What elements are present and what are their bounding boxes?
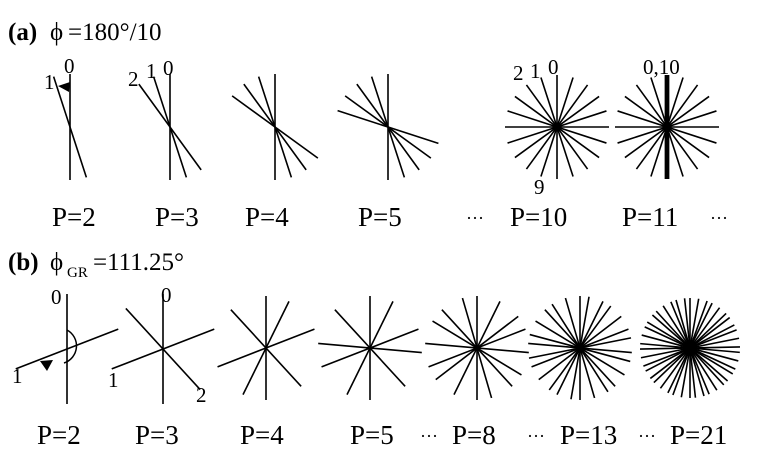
panel-a-ellipsis-2: ··· — [710, 208, 728, 228]
panel-b-line — [15, 328, 119, 370]
panel-a-line — [540, 77, 574, 177]
panel-a-line — [337, 109, 439, 145]
panel-b-phi-subscript: GR — [67, 265, 88, 281]
panel-b-p8-caption: P=8 — [452, 420, 496, 450]
panel-b-p3-caption: P=3 — [135, 420, 179, 450]
panel-a-p3-label-0: 0 — [163, 56, 174, 80]
panel-b-ellipsis-3: ··· — [638, 426, 656, 446]
panel-b-p3-label-1: 1 — [108, 368, 119, 392]
panel-b-p2-caption: P=2 — [37, 420, 81, 450]
panel-b-p13-caption: P=13 — [560, 420, 617, 450]
rotation-arrow-icon — [58, 82, 70, 92]
panel-b-p4-caption: P=4 — [240, 420, 284, 450]
panel-b-line — [644, 326, 736, 370]
panel-b-p5-caption: P=5 — [350, 420, 394, 450]
panel-a-p3-label-1: 1 — [146, 59, 157, 83]
rotation-arrow-icon — [40, 360, 53, 371]
panel-b-line — [242, 301, 290, 395]
panel-a-p11-caption: P=11 — [622, 202, 678, 232]
panel-b-line — [432, 320, 522, 376]
panel-a-diagrams: 0 1 2 1 0 2 1 0 9 0,10 P=2 P=3 P=4 P=5 ·… — [44, 54, 728, 232]
panel-b-phi-symbol: ϕ — [50, 249, 63, 276]
panel-b-line — [125, 307, 201, 391]
panel-a-p5-caption: P=5 — [358, 202, 402, 232]
panel-a-p10-label-0: 0 — [548, 55, 559, 79]
panel-a-p2-label-0: 0 — [64, 54, 75, 78]
panel-a-line — [231, 95, 319, 159]
panel-b-p3-label-2: 2 — [196, 383, 207, 407]
panel-b-phi-value: =111.25° — [93, 249, 184, 276]
panel-b-diagrams: 0 1 0 1 2 P=2 P=3 P=4 P=5 ··· P=8 ··· P=… — [12, 283, 741, 450]
panel-a-label: (a) — [8, 19, 37, 46]
panel-b-line — [318, 342, 422, 354]
panel-b-ellipsis-2: ··· — [527, 426, 545, 446]
panel-b-header: (b) ϕ GR =111.25° — [8, 249, 184, 281]
panel-b-p2-label-0: 0 — [51, 285, 62, 309]
panel-a-p2-label-1: 1 — [44, 70, 55, 94]
panel-a-ellipsis-1: ··· — [466, 208, 484, 228]
panel-b-p3-label-0: 0 — [161, 283, 172, 307]
panel-a-line — [138, 83, 202, 171]
panel-a-p11-label-0-10: 0,10 — [643, 55, 680, 79]
panel-a-phi-value: =180°/10 — [68, 19, 162, 46]
panel-a-p4-caption: P=4 — [245, 202, 289, 232]
panel-a-p3-caption: P=3 — [155, 202, 199, 232]
panel-a-phi-symbol: ϕ — [50, 19, 63, 46]
panel-a-p10-label-2: 2 — [513, 61, 524, 85]
panel-a-p3-label-2: 2 — [128, 67, 139, 91]
panel-b-p2-label-1: 1 — [12, 364, 23, 388]
panel-b-ellipsis-1: ··· — [420, 426, 438, 446]
panel-a-header: (a) ϕ =180°/10 — [8, 19, 162, 46]
panel-b-label: (b) — [8, 249, 39, 276]
panel-a-p10-label-9: 9 — [534, 175, 545, 199]
panel-a-p10-label-1: 1 — [530, 59, 541, 83]
panel-b-line — [529, 333, 631, 363]
rotation-arc — [63, 329, 78, 364]
panel-b-p21-caption: P=21 — [670, 420, 727, 450]
panel-a-p10-caption: P=10 — [510, 202, 567, 232]
panel-a-p2-caption: P=2 — [52, 202, 96, 232]
panel-a-line — [52, 76, 88, 178]
